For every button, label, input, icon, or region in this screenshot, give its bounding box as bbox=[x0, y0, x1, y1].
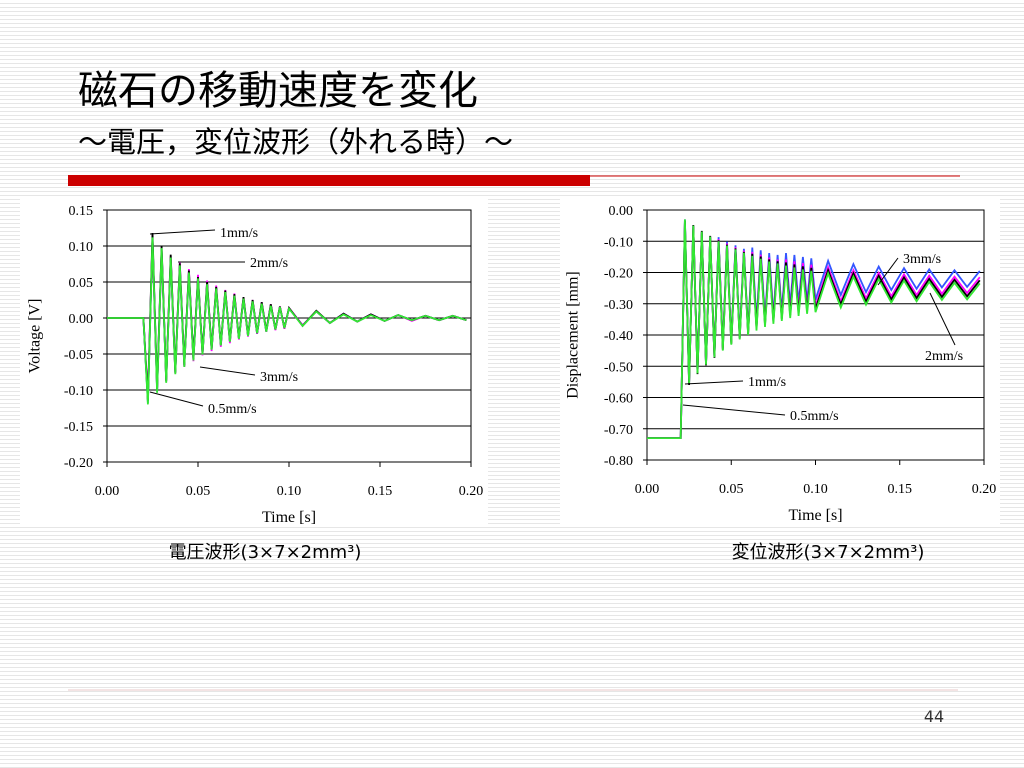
y-tick-label: -0.80 bbox=[604, 454, 633, 469]
chart-caption: 電圧波形(3×7×2mm³) bbox=[169, 542, 362, 563]
page-number: 44 bbox=[924, 707, 944, 726]
series-line bbox=[107, 237, 467, 405]
annotation-leader bbox=[929, 292, 956, 346]
x-tick-label: 0.00 bbox=[635, 482, 660, 497]
chart-panel bbox=[560, 197, 1000, 527]
x-tick-label: 0.20 bbox=[459, 484, 484, 499]
y-tick-label: 0.00 bbox=[609, 204, 634, 219]
x-tick-label: 0.10 bbox=[277, 484, 302, 499]
y-tick-label: -0.15 bbox=[64, 420, 93, 435]
y-tick-label: -0.10 bbox=[604, 235, 633, 250]
y-tick-label: -0.60 bbox=[604, 392, 633, 407]
annotation-leader bbox=[682, 404, 786, 416]
y-tick-label: -0.05 bbox=[64, 348, 93, 363]
y-tick-label: -0.10 bbox=[64, 384, 93, 399]
chart: 0.00 -0.10 -0.20 -0.30 -0.40 -0.50 -0.60 -0.70 -… bbox=[560, 197, 1000, 563]
series-annotation: 0.5mm/s bbox=[208, 402, 257, 417]
series-annotation: 2mm/s bbox=[250, 256, 288, 271]
y-tick-label: -0.40 bbox=[604, 329, 633, 344]
y-tick-label: 0.10 bbox=[69, 240, 94, 255]
chart-caption: 変位波形(3×7×2mm³) bbox=[732, 542, 925, 563]
slide-subtitle: ～電圧，変位波形（外れる時）～ bbox=[78, 125, 513, 159]
annotation-leader bbox=[877, 257, 899, 286]
series-annotation: 3mm/s bbox=[260, 370, 298, 385]
y-tick-label: -0.30 bbox=[604, 298, 633, 313]
series-annotation: 2mm/s bbox=[925, 349, 963, 364]
title-bar bbox=[68, 175, 590, 186]
x-tick-label: 0.10 bbox=[803, 482, 828, 497]
y-axis-title: Displacement [mm] bbox=[565, 271, 582, 399]
series-annotation: 1mm/s bbox=[748, 375, 786, 390]
annotation-leader bbox=[149, 229, 216, 235]
x-tick-label: 0.00 bbox=[95, 484, 120, 499]
y-tick-label: 0.15 bbox=[69, 204, 94, 219]
x-axis-title: Time [s] bbox=[788, 507, 842, 524]
y-tick-label: -0.20 bbox=[64, 456, 93, 471]
x-axis-title: Time [s] bbox=[262, 509, 316, 526]
y-tick-label: 0.05 bbox=[69, 276, 94, 291]
x-tick-label: 0.15 bbox=[368, 484, 393, 499]
series-annotation: 0.5mm/s bbox=[790, 409, 839, 424]
y-tick-label: 0.00 bbox=[69, 312, 94, 327]
x-tick-label: 0.05 bbox=[719, 482, 744, 497]
series-line bbox=[647, 219, 981, 439]
x-tick-label: 0.20 bbox=[972, 482, 997, 497]
annotation-leader bbox=[199, 366, 256, 376]
annotation-leader bbox=[684, 380, 744, 385]
y-tick-label: -0.50 bbox=[604, 360, 633, 375]
chart: 0.150.100.050.00-0.05-0.10-0.15-0.200.00… bbox=[20, 197, 488, 563]
plot-border bbox=[646, 209, 985, 461]
slide-title: 磁石の移動速度を変化 bbox=[78, 68, 478, 114]
annotation-leader bbox=[149, 391, 204, 407]
plot-border bbox=[106, 209, 472, 463]
series-annotation: 3mm/s bbox=[903, 252, 941, 267]
chart-panel bbox=[20, 197, 488, 527]
series-annotation: 1mm/s bbox=[220, 226, 258, 241]
y-tick-label: -0.20 bbox=[604, 267, 633, 282]
y-axis-title: Voltage [V] bbox=[27, 299, 44, 374]
x-tick-label: 0.05 bbox=[186, 484, 211, 499]
x-tick-label: 0.15 bbox=[888, 482, 913, 497]
y-tick-label: -0.70 bbox=[604, 423, 633, 438]
